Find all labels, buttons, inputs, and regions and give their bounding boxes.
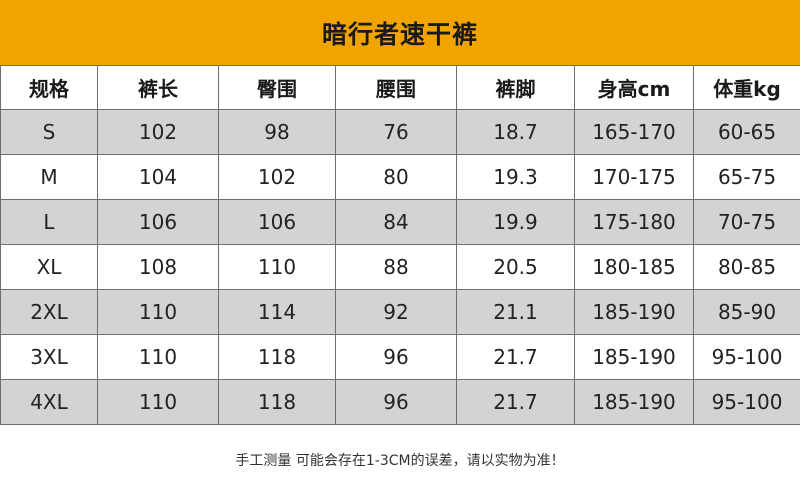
table-cell: 80-85 [693, 244, 800, 290]
header-leg-opening: 裤脚 [456, 65, 575, 110]
table-cell: 110 [97, 289, 219, 335]
table-row: XL 108 110 88 20.5 180-185 80-85 [0, 244, 800, 290]
header-hip: 臀围 [218, 65, 336, 110]
table-row: 3XL 110 118 96 21.7 185-190 95-100 [0, 334, 800, 380]
table-cell: 88 [335, 244, 457, 290]
table-cell: S [0, 109, 98, 155]
header-size: 规格 [0, 65, 98, 110]
table-cell: 4XL [0, 379, 98, 425]
header-height: 身高cm [574, 65, 694, 110]
table-cell: 80 [335, 154, 457, 200]
table-cell: 76 [335, 109, 457, 155]
table-cell: 96 [335, 379, 457, 425]
table-cell: 19.9 [456, 199, 575, 245]
table-cell: 21.7 [456, 379, 575, 425]
table-row: 2XL 110 114 92 21.1 185-190 85-90 [0, 289, 800, 335]
table-cell: 2XL [0, 289, 98, 335]
table-cell: 102 [97, 109, 219, 155]
table-row: S 102 98 76 18.7 165-170 60-65 [0, 109, 800, 155]
table-cell: 180-185 [574, 244, 694, 290]
size-chart-table: 规格 裤长 臀围 腰围 裤脚 身高cm 体重kg S 102 98 76 18.… [0, 65, 800, 425]
table-cell: 60-65 [693, 109, 800, 155]
table-cell: 114 [218, 289, 336, 335]
table-cell: 21.1 [456, 289, 575, 335]
table-cell: 110 [97, 379, 219, 425]
table-cell: 118 [218, 334, 336, 380]
table-cell: 108 [97, 244, 219, 290]
table-cell: 118 [218, 379, 336, 425]
table-cell: 18.7 [456, 109, 575, 155]
table-cell: 98 [218, 109, 336, 155]
table-cell: 104 [97, 154, 219, 200]
table-cell: 185-190 [574, 334, 694, 380]
table-cell: 3XL [0, 334, 98, 380]
table-cell: L [0, 199, 98, 245]
table-row: 4XL 110 118 96 21.7 185-190 95-100 [0, 379, 800, 425]
measurement-footnote: 手工测量 可能会存在1-3CM的误差，请以实物为准！ [235, 453, 565, 469]
table-cell: 185-190 [574, 289, 694, 335]
table-cell: 70-75 [693, 199, 800, 245]
table-cell: 102 [218, 154, 336, 200]
table-cell: 165-170 [574, 109, 694, 155]
table-cell: 110 [218, 244, 336, 290]
table-cell: 110 [97, 334, 219, 380]
table-cell: 92 [335, 289, 457, 335]
table-cell: 95-100 [693, 379, 800, 425]
table-cell: 170-175 [574, 154, 694, 200]
table-cell: 175-180 [574, 199, 694, 245]
table-cell: M [0, 154, 98, 200]
table-cell: 19.3 [456, 154, 575, 200]
table-row: M 104 102 80 19.3 170-175 65-75 [0, 154, 800, 200]
table-cell: 185-190 [574, 379, 694, 425]
table-cell: 21.7 [456, 334, 575, 380]
header-weight: 体重kg [693, 65, 800, 110]
header-pants-length: 裤长 [97, 65, 219, 110]
title-bar: 暗行者速干裤 [0, 0, 800, 65]
table-cell: 85-90 [693, 289, 800, 335]
page-title: 暗行者速干裤 [321, 19, 478, 49]
table-cell: 106 [218, 199, 336, 245]
table-cell: XL [0, 244, 98, 290]
header-waist: 腰围 [335, 65, 457, 110]
table-row: L 106 106 84 19.9 175-180 70-75 [0, 199, 800, 245]
table-cell: 20.5 [456, 244, 575, 290]
table-cell: 84 [335, 199, 457, 245]
table-cell: 106 [97, 199, 219, 245]
table-header-row: 规格 裤长 臀围 腰围 裤脚 身高cm 体重kg [0, 65, 800, 110]
table-cell: 96 [335, 334, 457, 380]
table-cell: 95-100 [693, 334, 800, 380]
table-cell: 65-75 [693, 154, 800, 200]
